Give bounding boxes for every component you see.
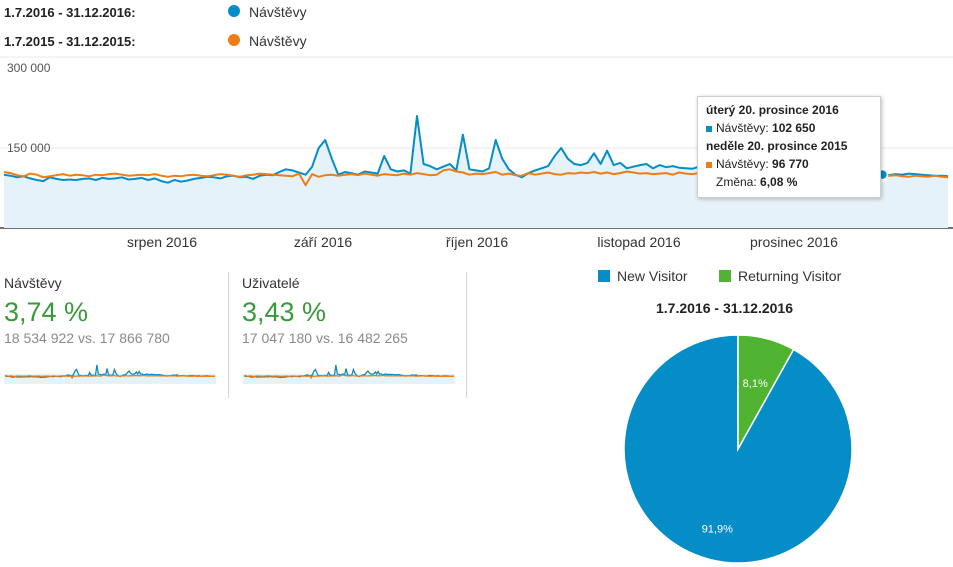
y-tick-label: 300 000 xyxy=(7,61,51,75)
metric-visits-compare: 18 534 922 vs. 17 866 780 xyxy=(4,330,170,346)
tooltip-current-square-icon xyxy=(706,125,712,132)
pie-legend-returning-visitor-icon xyxy=(719,270,731,282)
pie-slice-returning-visitor xyxy=(737,334,795,452)
tooltip-previous-label: Návštěvy: xyxy=(716,157,769,171)
chart-tooltip: úterý 20. prosince 2016 Návštěvy: 102 65… xyxy=(697,96,881,198)
tooltip-change-label: Změna: xyxy=(716,175,757,189)
pie-title: 1.7.2016 - 31.12.2016 xyxy=(656,300,794,316)
metric-users-value: 3,43 % xyxy=(242,297,327,327)
legend-current-range: 1.7.2016 - 31.12.2016: xyxy=(4,5,136,20)
visitor-type-pie-chart[interactable]: 91,9% 8,1% xyxy=(620,332,856,566)
tooltip-row-change: Změna: 6,08 % xyxy=(716,175,797,189)
tooltip-previous-square-icon xyxy=(706,161,712,168)
pie-legend-returning-visitor[interactable]: Returning Visitor xyxy=(738,268,842,284)
metric-divider-right xyxy=(466,272,467,398)
tooltip-row-previous: Návštěvy: 96 770 xyxy=(706,157,809,171)
legend-current-series[interactable]: Návštěvy xyxy=(249,4,307,20)
metric-divider xyxy=(228,272,229,398)
y-tick-label: 150 000 xyxy=(7,141,51,155)
legend-dot-previous-icon xyxy=(228,34,240,46)
sparkline-previous xyxy=(4,374,216,380)
x-tick-label: srpen 2016 xyxy=(127,234,197,250)
x-tick-label: říjen 2016 xyxy=(446,234,508,250)
metric-visits-value: 3,74 % xyxy=(4,297,89,327)
metric-users-sparkline xyxy=(243,364,455,384)
metric-users[interactable]: Uživatelé 3,43 % 17 047 180 vs. 16 482 2… xyxy=(242,275,408,346)
tooltip-current-value: 102 650 xyxy=(772,121,816,135)
visits-line-chart[interactable]: 300 000 150 000 srpen 2016 září 2016 říjen 2… xyxy=(0,56,953,252)
legend-previous-range: 1.7.2015 - 31.12.2015: xyxy=(4,34,136,49)
pie-slice-label: 91,9% xyxy=(702,523,733,535)
metric-visits-sparkline xyxy=(4,364,216,384)
x-tick-label: prosinec 2016 xyxy=(750,234,838,250)
legend-previous-series[interactable]: Návštěvy xyxy=(249,33,307,49)
metric-visits[interactable]: Návštěvy 3,74 % 18 534 922 vs. 17 866 78… xyxy=(4,275,170,346)
sparkline-area xyxy=(243,374,455,384)
metric-users-name: Uživatelé xyxy=(242,275,300,291)
sparkline-previous xyxy=(243,374,455,380)
legend-dot-current-icon xyxy=(228,5,240,17)
pie-legend-new-visitor-icon xyxy=(598,270,610,282)
metric-visits-name: Návštěvy xyxy=(4,275,62,291)
tooltip-date-previous: neděle 20. prosince 2015 xyxy=(706,139,848,153)
pie-legend-new-visitor[interactable]: New Visitor xyxy=(617,268,688,284)
x-tick-label: září 2016 xyxy=(294,234,353,250)
sparkline-area xyxy=(4,374,216,384)
tooltip-date-current: úterý 20. prosince 2016 xyxy=(706,103,839,117)
metric-users-compare: 17 047 180 vs. 16 482 265 xyxy=(242,330,408,346)
tooltip-change-value: 6,08 % xyxy=(760,175,798,189)
tooltip-previous-value: 96 770 xyxy=(772,157,809,171)
x-tick-label: listopad 2016 xyxy=(597,234,681,250)
tooltip-row-current: Návštěvy: 102 650 xyxy=(706,121,815,135)
pie-slice-label: 8,1% xyxy=(743,378,768,390)
tooltip-current-label: Návštěvy: xyxy=(716,121,769,135)
series-current-area xyxy=(4,116,948,228)
